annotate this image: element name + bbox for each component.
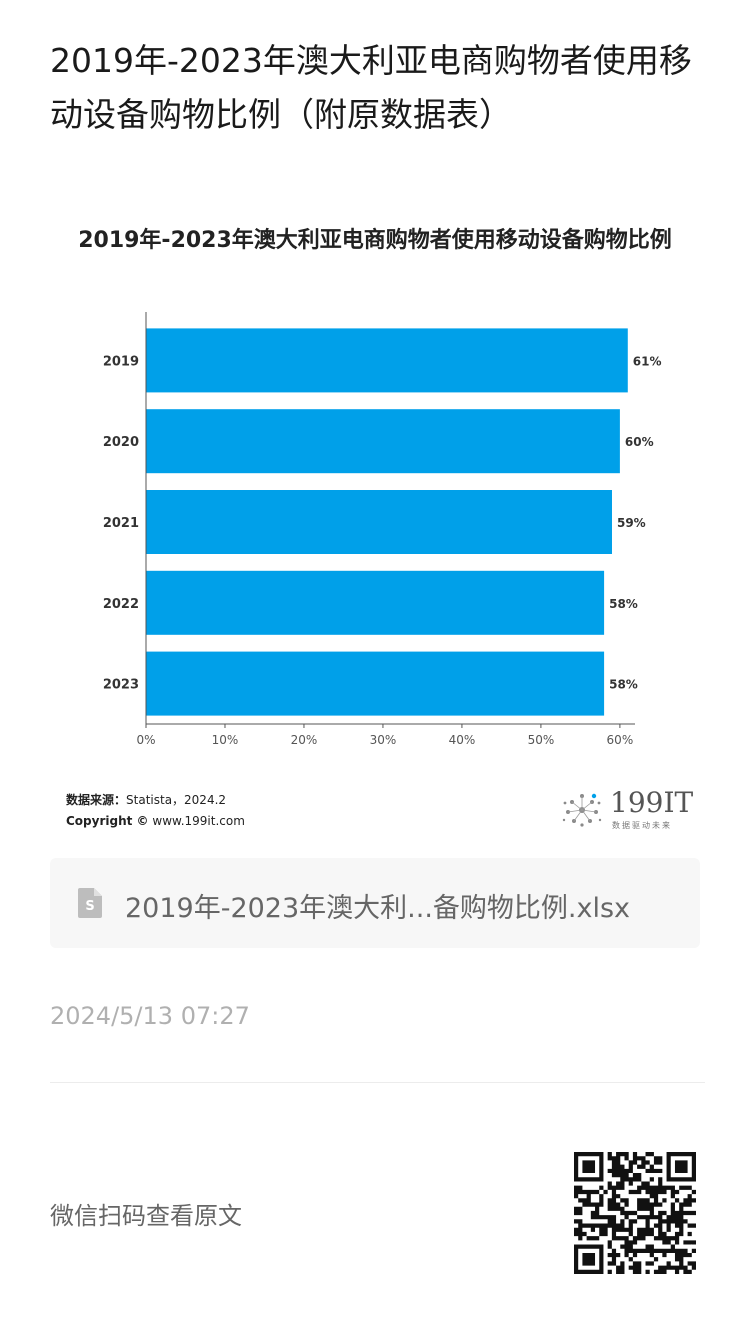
x-tick-label: 60% [607,733,634,747]
source-block: 数据来源：Statista，2024.2 Copyright © www.199… [66,790,245,832]
category-label: 2019 [103,354,139,369]
article-title: 2019年-2023年澳大利亚电商购物者使用移动设备购物比例（附原数据表） [50,41,692,134]
chart-title: 2019年-2023年澳大利亚电商购物者使用移动设备购物比例 [78,228,672,253]
category-label: 2023 [103,678,139,693]
divider [50,1082,705,1083]
publish-timestamp: 2024/5/13 07:27 [50,1002,250,1030]
x-tick-label: 0% [136,733,155,747]
category-label: 2020 [103,435,139,450]
chart-card: 2019 61% 2020 60% 2021 59% 2022 58% 2023 58% 0% 10%… [50,210,700,840]
attachment-file[interactable]: S 2019年-2023年澳大利...备购物比例.xlsx [50,858,700,948]
x-tick-label: 40% [449,733,476,747]
bar-chart: 2019 61% 2020 60% 2021 59% 2022 58% 2023 58% 0% 10%… [103,312,662,747]
x-tick-label: 30% [370,733,397,747]
brand-name: 199IT [610,786,694,819]
copyright-text: www.199it.com [152,814,245,828]
attachment-filename: 2019年-2023年澳大利...备购物比例.xlsx [125,893,631,924]
data-label: 58% [609,678,638,692]
data-label: 60% [625,435,654,449]
data-label: 61% [633,354,662,368]
x-tick-label: 20% [291,733,318,747]
scan-prompt: 微信扫码查看原文 [50,1202,242,1230]
bar [146,490,612,554]
x-tick-label: 50% [528,733,555,747]
qr-modules [574,1152,696,1274]
category-label: 2021 [103,516,139,531]
qr-code-icon[interactable] [574,1152,696,1274]
bar [146,409,620,474]
data-label: 58% [609,597,638,611]
source-text: Statista，2024.2 [126,793,227,807]
copyright-label: Copyright © [66,814,149,828]
bar [146,651,605,716]
x-tick-label: 10% [212,733,239,747]
category-label: 2022 [103,597,139,612]
brand-tagline: 数据驱动未来 [612,821,672,830]
brand-logo: 199IT 数据驱动未来 [560,784,694,834]
data-label: 59% [617,516,646,530]
spreadsheet-file-icon: S [78,888,102,918]
svg-text:S: S [85,899,94,914]
source-label: 数据来源： [66,793,127,807]
bar [146,570,605,635]
dandelion-icon [562,793,602,827]
bar [146,328,628,393]
